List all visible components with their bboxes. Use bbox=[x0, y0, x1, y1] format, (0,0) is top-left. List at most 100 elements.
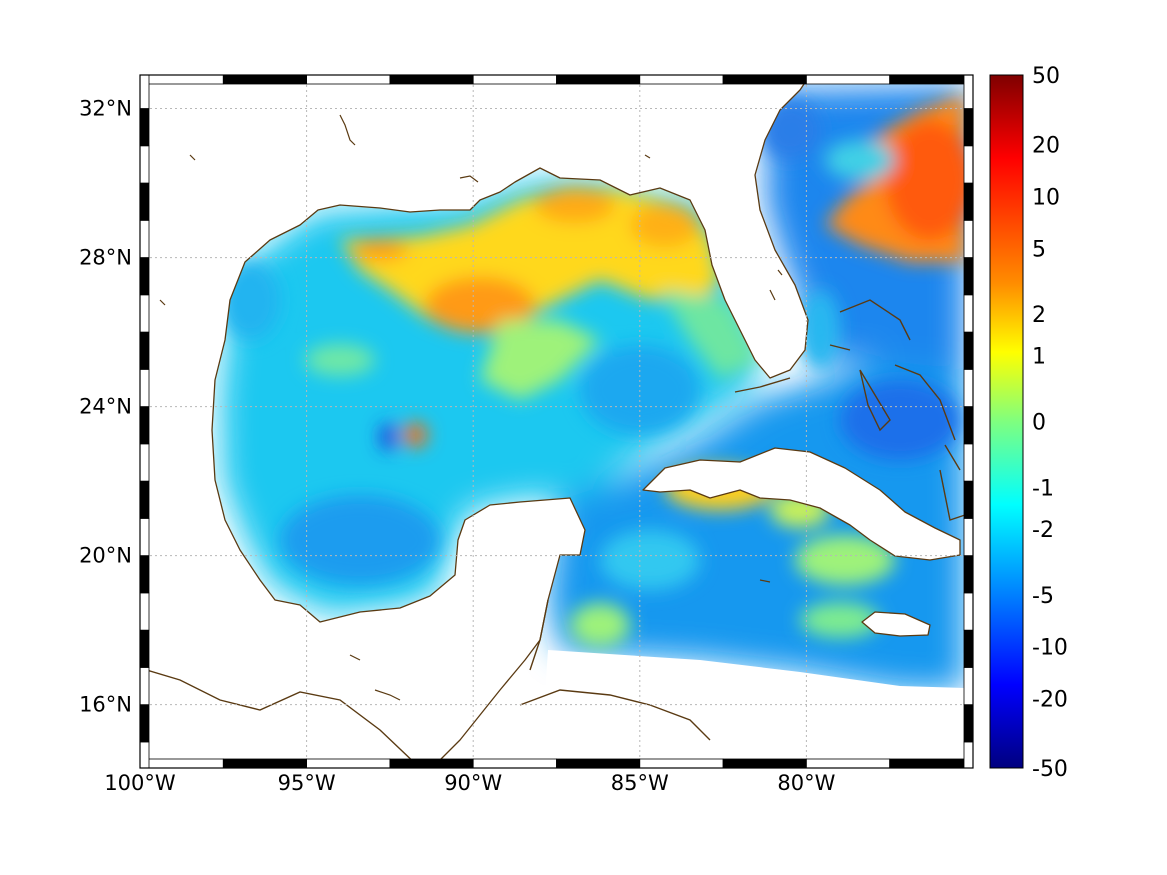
frame-segment-right bbox=[963, 182, 974, 221]
frame-segment-bottom bbox=[556, 758, 641, 769]
colorbar-gradient bbox=[989, 74, 1024, 769]
frame-segment-right bbox=[963, 331, 974, 370]
frame-segment-left bbox=[139, 182, 150, 221]
frame-segment-bottom bbox=[806, 758, 891, 769]
data-field bbox=[140, 75, 973, 768]
frame-segment-bottom bbox=[222, 758, 308, 769]
frame-segment-left bbox=[139, 331, 150, 370]
frame-segment-top bbox=[889, 74, 974, 85]
eddy-warm bbox=[403, 423, 427, 447]
frame-segment-top bbox=[389, 74, 474, 85]
frame-segment-right bbox=[963, 667, 974, 706]
frame-segment-bottom bbox=[722, 758, 807, 769]
frame-segment-left bbox=[139, 406, 150, 445]
frame-segment-top bbox=[472, 74, 557, 85]
frame-segment-left bbox=[139, 257, 150, 296]
frame-segment-right bbox=[963, 145, 974, 184]
y-tick-label: 28°N bbox=[79, 246, 132, 270]
y-tick-label: 20°N bbox=[79, 544, 132, 568]
x-tick-label: 95°W bbox=[278, 771, 336, 795]
bahamas-andros bbox=[859, 369, 891, 432]
y-tick-label: 16°N bbox=[79, 693, 132, 717]
small-islands bbox=[159, 114, 783, 701]
frame-segment-right bbox=[963, 480, 974, 519]
colorbar-tick-label: -20 bbox=[1032, 688, 1068, 713]
frame-segment-right bbox=[963, 741, 974, 769]
frame-segment-top bbox=[139, 74, 224, 85]
x-tick-label: 85°W bbox=[611, 771, 669, 795]
frame-segment-right bbox=[963, 294, 974, 333]
colorbar-tick-label: 10 bbox=[1032, 185, 1060, 210]
frame-segment-right bbox=[963, 219, 974, 258]
southern-mask bbox=[540, 650, 965, 768]
y-tick-label: 24°N bbox=[79, 395, 132, 419]
frame-segment-right bbox=[963, 368, 974, 407]
x-tick-label: 80°W bbox=[777, 771, 835, 795]
frame-segment-left bbox=[139, 517, 150, 557]
frame-segment-bottom bbox=[472, 758, 557, 769]
x-tick-label: 90°W bbox=[444, 771, 502, 795]
frame-segment-right bbox=[963, 555, 974, 594]
frame-segment-left bbox=[139, 741, 150, 769]
frame-segment-bottom bbox=[889, 758, 974, 769]
frame-segment-left bbox=[139, 592, 150, 631]
frame-segment-top bbox=[222, 74, 308, 85]
frame-segment-left bbox=[139, 294, 150, 333]
frame-segment-left bbox=[139, 629, 150, 668]
frame-segment-right bbox=[963, 74, 974, 109]
frame-segment-right bbox=[963, 517, 974, 557]
frame-segment-left bbox=[139, 480, 150, 519]
colorbar-tick-label: -10 bbox=[1032, 636, 1068, 661]
frame-segment-right bbox=[963, 704, 974, 743]
colorbar-tick-label: 2 bbox=[1032, 303, 1046, 328]
yucatan-coast bbox=[529, 599, 549, 671]
x-tick-label: 100°W bbox=[104, 771, 176, 795]
frame-segment-right bbox=[963, 257, 974, 296]
jamaica-land bbox=[861, 611, 931, 637]
colorbar-tick-label: 0 bbox=[1032, 411, 1046, 436]
frame-segment-right bbox=[963, 406, 974, 445]
coastlines bbox=[140, 299, 966, 768]
frame-segment-bottom bbox=[389, 758, 474, 769]
colorbar-tick-label: 50 bbox=[1032, 64, 1060, 89]
frame-segment-left bbox=[139, 145, 150, 184]
frame-segment-top bbox=[806, 74, 891, 85]
tick-labels: 100°W 95°W 90°W 85°W 80°W 32°N 28°N 24°N 20°N 16°… bbox=[79, 97, 836, 795]
colorbar-tick-label: -2 bbox=[1032, 518, 1054, 543]
colorbar-tick-label: 5 bbox=[1032, 237, 1046, 262]
hispaniola-coast bbox=[939, 444, 966, 521]
map-frame bbox=[139, 74, 974, 769]
north-gulf-orange-core bbox=[425, 277, 535, 333]
frame-segment-left bbox=[139, 555, 150, 594]
colorbar-tick-label: -5 bbox=[1032, 584, 1054, 609]
north-america-land bbox=[140, 75, 811, 768]
frame-segment-left bbox=[139, 704, 150, 743]
bahamas-islands bbox=[829, 299, 956, 441]
frame-segment-bottom bbox=[639, 758, 724, 769]
frame-segment-left bbox=[139, 667, 150, 706]
frame-segment-top bbox=[556, 74, 641, 85]
frame-segment-left bbox=[139, 443, 150, 482]
y-tick-label: 32°N bbox=[79, 97, 132, 121]
frame-segment-right bbox=[963, 443, 974, 482]
frame-segment-top bbox=[306, 74, 391, 85]
frame-segment-left bbox=[139, 368, 150, 407]
colorbar-tick-label: -50 bbox=[1032, 757, 1068, 782]
cuba-land bbox=[642, 447, 961, 561]
florida-keys bbox=[734, 377, 791, 393]
frame-segment-bottom bbox=[139, 758, 224, 769]
frame-segment-left bbox=[139, 219, 150, 258]
frame-segment-bottom bbox=[306, 758, 391, 769]
frame-segment-right bbox=[963, 592, 974, 631]
colorbar-tick-label: 20 bbox=[1032, 133, 1060, 158]
colorbar-tick-label: 1 bbox=[1032, 345, 1046, 370]
frame-outline bbox=[139, 74, 974, 769]
mexico-pacific-coast bbox=[140, 667, 421, 768]
frame-segment-right bbox=[963, 629, 974, 668]
frame-segment-top bbox=[639, 74, 724, 85]
frame-segment-left bbox=[139, 74, 150, 109]
frame-segment-left bbox=[139, 108, 150, 147]
